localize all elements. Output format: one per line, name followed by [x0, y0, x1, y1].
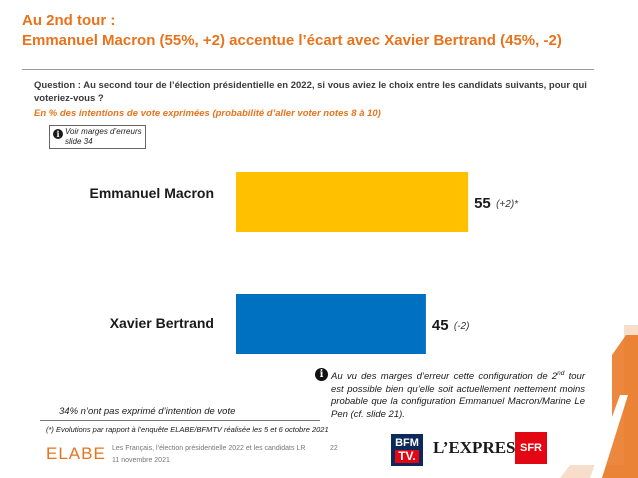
bar-chart: Emmanuel Macron 55 (+2)* Xavier Bertrand 45 (…: [90, 172, 519, 354]
title-divider: [22, 69, 594, 70]
elabe-logo: ELABE: [46, 444, 105, 463]
delta-label: (+2)*: [496, 199, 519, 210]
value-label: 55: [474, 195, 491, 212]
info-note-after: tour est possible bien qu’elle soit actu…: [331, 371, 586, 420]
footnote-divider: [40, 420, 320, 421]
corner-decoration: [560, 325, 638, 478]
category-label: Emmanuel Macron: [90, 185, 214, 201]
bar-emmanuel-macron: [236, 172, 469, 232]
delta-label: (-2): [454, 321, 470, 332]
source-text: Les Français, l’élection présidentielle …: [112, 445, 306, 452]
elabe-logo-text: ELABE: [46, 444, 106, 463]
abstention-note: 34% n’ont pas exprimé d’intention de vot…: [59, 406, 236, 417]
sfr-logo: SFR: [515, 432, 547, 464]
info-note-sup: nd: [557, 370, 565, 377]
lexpress-logo: L’EXPRESS: [433, 438, 525, 457]
margin-of-error-note: i Voir marges d’erreurs slide 34: [49, 125, 146, 149]
title-line-1: Au 2nd tour :: [22, 12, 116, 29]
page-title: Au 2nd tour : Emmanuel Macron (55%, +2) …: [22, 11, 612, 51]
category-label: Xavier Bertrand: [110, 315, 214, 331]
survey-subtitle: En % des intentions de vote exprimées (p…: [34, 108, 381, 119]
date-text: 11 novembre 2021: [112, 457, 170, 464]
bfm-logo-line2: TV.: [395, 450, 419, 463]
info-icon: i: [315, 368, 328, 381]
bar-xavier-bertrand: [236, 294, 426, 354]
info-icon: i: [53, 129, 63, 139]
evolution-footnote: (*) Evolutions par rapport à l’enquête E…: [46, 425, 329, 434]
value-label: 45: [432, 317, 449, 334]
page-number: 22: [330, 445, 338, 452]
bfmtv-logo: BFM TV.: [391, 434, 423, 466]
margin-note-text: Voir marges d’erreurs slide 34: [65, 127, 142, 146]
configuration-info-note: i Au vu des marges d’erreur cette config…: [315, 368, 585, 421]
survey-question: Question : Au second tour de l’élection …: [34, 80, 587, 104]
info-note-before: Au vu des marges d’erreur cette configur…: [331, 371, 558, 383]
bfm-logo-line1: BFM: [395, 437, 419, 449]
title-line-2: Emmanuel Macron (55%, +2) accentue l’éca…: [22, 32, 562, 49]
